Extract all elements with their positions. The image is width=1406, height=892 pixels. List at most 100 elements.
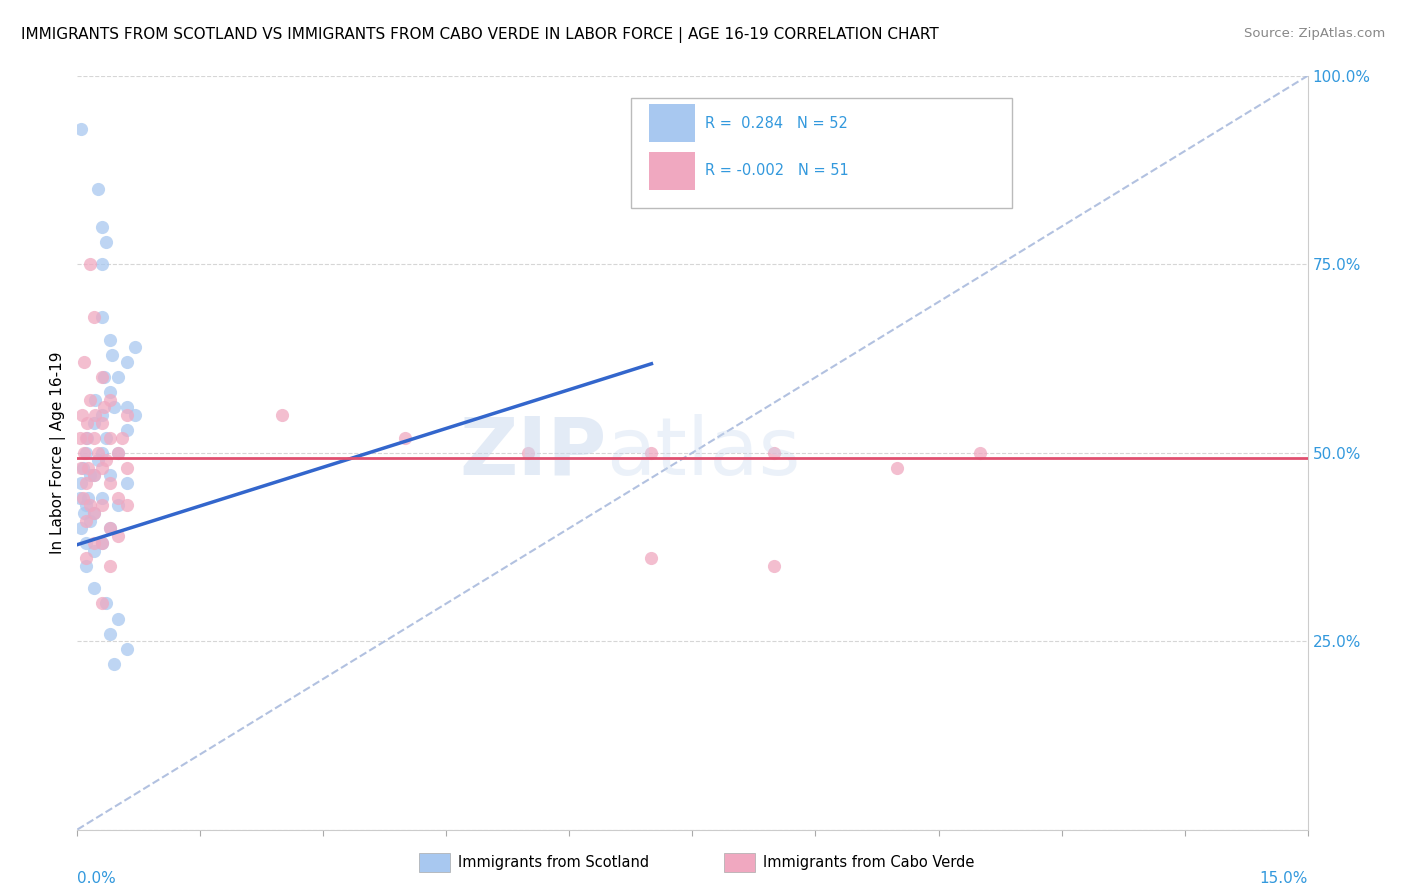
- Point: [115, 641, 138, 656]
- Point: [75, 536, 97, 550]
- Point: [79, 468, 101, 483]
- Point: [79, 499, 101, 513]
- Point: [394, 431, 416, 445]
- Point: [98, 521, 121, 535]
- Point: [83, 536, 105, 550]
- Point: [98, 626, 121, 640]
- Point: [75, 431, 97, 445]
- Point: [73, 506, 96, 520]
- Point: [90, 408, 114, 422]
- Point: [83, 582, 105, 596]
- Point: [73, 355, 96, 369]
- Point: [98, 521, 121, 535]
- Point: [90, 416, 114, 430]
- Point: [98, 468, 121, 483]
- Point: [103, 401, 125, 415]
- Point: [87, 445, 110, 460]
- Text: atlas: atlas: [606, 414, 800, 491]
- Text: R = -0.002   N = 51: R = -0.002 N = 51: [704, 163, 848, 178]
- FancyBboxPatch shape: [650, 104, 695, 143]
- Point: [111, 431, 134, 445]
- Point: [115, 408, 138, 422]
- Point: [76, 416, 98, 430]
- Point: [72, 491, 94, 505]
- Point: [93, 401, 115, 415]
- Point: [79, 514, 101, 528]
- Point: [98, 475, 121, 490]
- Point: [70, 408, 93, 422]
- Point: [94, 431, 117, 445]
- Point: [75, 514, 97, 528]
- Point: [98, 392, 121, 407]
- Point: [83, 543, 105, 558]
- Point: [107, 528, 129, 542]
- Point: [90, 536, 114, 550]
- Point: [98, 333, 121, 347]
- Text: R =  0.284   N = 52: R = 0.284 N = 52: [704, 116, 848, 130]
- Point: [90, 445, 114, 460]
- Point: [69, 491, 91, 505]
- Point: [107, 445, 129, 460]
- Point: [90, 460, 114, 475]
- FancyBboxPatch shape: [631, 98, 1012, 208]
- Point: [94, 235, 117, 249]
- Point: [87, 182, 110, 196]
- Point: [107, 491, 129, 505]
- FancyBboxPatch shape: [650, 152, 695, 190]
- Point: [107, 370, 129, 384]
- Point: [90, 257, 114, 271]
- Point: [107, 499, 129, 513]
- Point: [79, 257, 101, 271]
- Text: Immigrants from Scotland: Immigrants from Scotland: [458, 855, 650, 870]
- Point: [124, 340, 146, 354]
- Point: [115, 499, 138, 513]
- Point: [115, 355, 138, 369]
- Point: [90, 310, 114, 324]
- Point: [98, 431, 121, 445]
- Point: [124, 408, 146, 422]
- Point: [73, 445, 96, 460]
- Point: [271, 408, 294, 422]
- Point: [98, 385, 121, 400]
- Point: [90, 219, 114, 234]
- Point: [115, 423, 138, 437]
- Text: IMMIGRANTS FROM SCOTLAND VS IMMIGRANTS FROM CABO VERDE IN LABOR FORCE | AGE 16-1: IMMIGRANTS FROM SCOTLAND VS IMMIGRANTS F…: [21, 27, 939, 43]
- Text: Immigrants from Cabo Verde: Immigrants from Cabo Verde: [763, 855, 974, 870]
- Point: [70, 521, 93, 535]
- Point: [77, 491, 100, 505]
- Text: Source: ZipAtlas.com: Source: ZipAtlas.com: [1244, 27, 1385, 40]
- Point: [75, 499, 97, 513]
- Point: [115, 475, 138, 490]
- Point: [886, 460, 908, 475]
- Point: [75, 475, 97, 490]
- Point: [107, 611, 129, 625]
- Point: [517, 445, 540, 460]
- Point: [70, 460, 93, 475]
- Point: [83, 506, 105, 520]
- Point: [76, 431, 98, 445]
- Point: [83, 468, 105, 483]
- Point: [640, 551, 662, 566]
- Text: 15.0%: 15.0%: [1260, 871, 1308, 886]
- Point: [77, 460, 100, 475]
- Point: [69, 121, 91, 136]
- Point: [90, 370, 114, 384]
- Point: [103, 657, 125, 671]
- Point: [115, 460, 138, 475]
- Y-axis label: In Labor Force | Age 16-19: In Labor Force | Age 16-19: [51, 351, 66, 554]
- Point: [70, 475, 93, 490]
- Point: [83, 431, 105, 445]
- Point: [69, 431, 91, 445]
- Point: [90, 596, 114, 610]
- Point: [90, 536, 114, 550]
- Point: [93, 370, 115, 384]
- Point: [83, 310, 105, 324]
- Point: [90, 491, 114, 505]
- Text: 0.0%: 0.0%: [77, 871, 117, 886]
- Point: [90, 499, 114, 513]
- Point: [763, 558, 786, 573]
- Point: [83, 468, 105, 483]
- Point: [72, 460, 94, 475]
- Point: [969, 445, 991, 460]
- Point: [640, 445, 662, 460]
